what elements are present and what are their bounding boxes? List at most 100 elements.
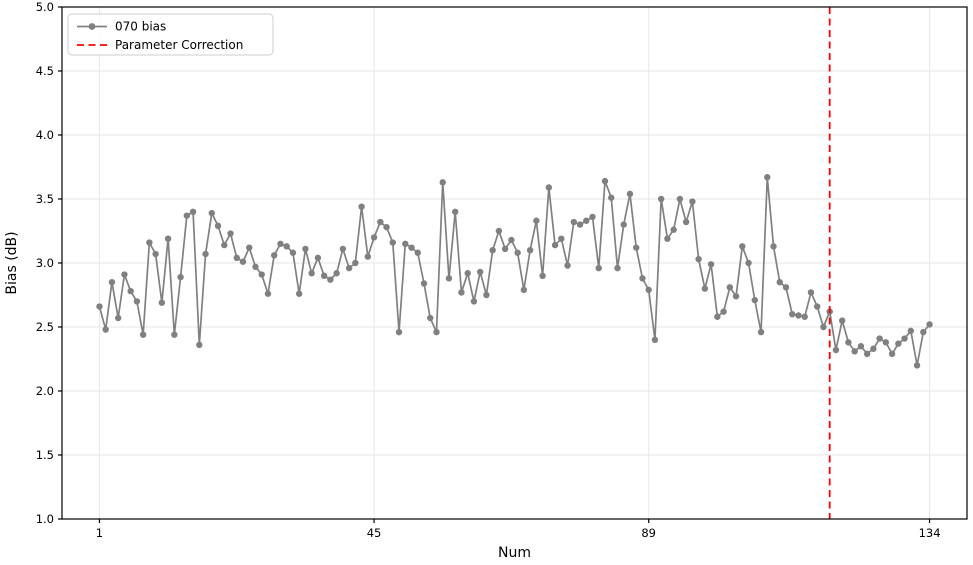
bias-series-point [264, 290, 272, 297]
bias-series-point [732, 293, 740, 300]
bias-series-point [283, 243, 290, 250]
bias-series-point [695, 255, 702, 263]
y-axis-tick-label: 3.5 [36, 192, 54, 206]
bias-series-point [595, 264, 602, 272]
bias-series-point [177, 273, 184, 281]
bias-series-point [508, 236, 515, 244]
bias-series-point [476, 268, 484, 276]
bias-series-point [682, 218, 690, 226]
bias-series-point [920, 328, 927, 336]
bias-series-point [564, 262, 571, 269]
legend-box [67, 13, 274, 56]
bias-series-point [189, 208, 197, 215]
bias-series-point [483, 291, 490, 299]
y-axis-tick-label: 3.0 [36, 256, 54, 270]
bias-series-point [470, 298, 478, 305]
bias-series-point [863, 350, 871, 358]
bias-series-point [414, 249, 421, 256]
bias-series-point [614, 264, 621, 272]
bias-series-point [832, 346, 840, 354]
bias-series-point [701, 285, 709, 292]
bias-series-point [901, 335, 908, 342]
bias-series-point [776, 279, 783, 286]
bias-series-point [626, 190, 634, 198]
bias-series-point [158, 299, 166, 306]
y-axis-tick-label: 5.0 [36, 0, 54, 14]
bias-series-point [402, 240, 409, 247]
bias-series-point [726, 284, 734, 291]
bias-series-point [845, 339, 852, 346]
bias-series-point [289, 249, 297, 256]
bias-series-point [395, 328, 403, 336]
bias-series-point [445, 275, 453, 282]
bias-series-point [913, 362, 921, 369]
bias-series-point [495, 227, 503, 235]
bias-series-point [333, 270, 340, 277]
bias-series-point [202, 250, 209, 258]
bias-series-point [520, 286, 528, 294]
bias-series-point [664, 235, 671, 242]
bias-series-point [127, 287, 134, 295]
bias-series-point [608, 194, 615, 201]
x-axis-label: Num [498, 545, 531, 561]
bias-series-point [789, 311, 796, 318]
bias-series-point [114, 314, 122, 322]
bias-series-point [814, 303, 821, 310]
bias-series-point [258, 271, 265, 278]
bias-series-point [583, 217, 590, 224]
bias-series-point [246, 244, 253, 251]
bias-series-point [108, 279, 116, 286]
bias-series-point [227, 230, 234, 237]
bias-series-point [408, 244, 415, 251]
y-axis-tick-label: 2.5 [36, 320, 54, 334]
bias-series-point [782, 284, 790, 291]
bias-series-point [489, 247, 496, 254]
bias-series-point [208, 209, 215, 217]
bias-series-point [364, 253, 372, 260]
bias-series-point [533, 217, 540, 224]
bias-series-point [551, 241, 559, 249]
bias-series-point [651, 336, 659, 343]
bias-series-point [670, 226, 677, 233]
bias-series-point [377, 218, 384, 226]
bias-series-point [764, 174, 771, 181]
bias-series-point [633, 244, 640, 251]
bias-series-point [657, 195, 665, 203]
bias-series-point [183, 212, 191, 219]
bias-series-point [221, 241, 228, 249]
bias-series-point [239, 258, 247, 265]
bias-series-point [926, 321, 933, 328]
bias-series-point [164, 235, 172, 242]
bias-series-point [252, 263, 259, 271]
bias-series-point [888, 350, 896, 358]
legend-bias-marker-icon [88, 23, 96, 30]
bias-series-point [389, 239, 396, 246]
bias-series-point [370, 234, 378, 241]
bias-series-point [838, 317, 846, 324]
y-axis-tick-label: 1.5 [36, 448, 54, 462]
bias-series-point [320, 272, 328, 279]
x-axis-tick-label: 134 [919, 526, 941, 540]
bias-series-point [570, 218, 577, 226]
legend-correction-label: Parameter Correction [115, 38, 243, 52]
y-axis-tick-label: 4.5 [36, 64, 54, 78]
bias-series-point [601, 177, 609, 185]
x-axis-tick-label: 89 [641, 526, 656, 540]
bias-series-point [427, 314, 434, 322]
bias-series-point [271, 252, 278, 259]
bias-series-point [720, 308, 727, 315]
bias-series-point [620, 221, 627, 228]
bias-series-point [352, 259, 359, 267]
y-axis-tick-label: 1.0 [36, 512, 54, 526]
bias-series-point [152, 250, 159, 258]
bias-series-point [907, 327, 915, 335]
bias-series-point [757, 328, 765, 336]
bias-series-point [233, 254, 240, 262]
bias-series-point [420, 280, 428, 287]
bias-series-point [464, 270, 471, 277]
bias-series-point [327, 276, 334, 283]
bias-series-point [639, 275, 646, 282]
bias-series-point [545, 184, 553, 191]
bias-series-point [589, 213, 596, 221]
